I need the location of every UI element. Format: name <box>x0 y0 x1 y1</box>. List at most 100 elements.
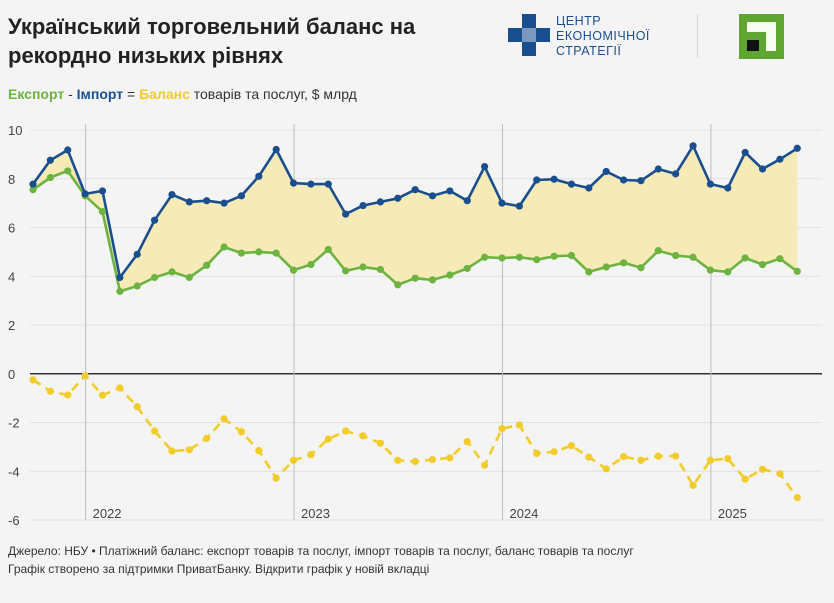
balance-point <box>758 465 767 473</box>
import-point <box>706 180 715 188</box>
balance-point <box>168 447 176 455</box>
ces-logo[interactable]: ЦЕНТР ЕКОНОМІЧНОЇ СТРАТЕГІЇ <box>508 14 688 60</box>
trade-balance-chart: 10 8 6 4 2 0 -2 -4 -6 2022 2023 2024 2025 <box>8 123 822 528</box>
x-tick-label: 2025 <box>718 506 747 521</box>
export-point <box>515 253 523 261</box>
subtitle-units: товарів та послуг, $ млрд <box>189 86 357 102</box>
subtitle-balance: Баланс <box>139 86 190 102</box>
import-point <box>602 167 610 176</box>
export-point <box>307 260 315 269</box>
export-point <box>376 265 384 274</box>
ces-logo-text: ЦЕНТР ЕКОНОМІЧНОЇ СТРАТЕГІЇ <box>556 14 650 59</box>
import-point <box>237 192 246 200</box>
balance-point <box>411 457 419 466</box>
export-point <box>793 267 801 275</box>
export-point <box>220 243 228 251</box>
export-point <box>602 263 610 271</box>
export-point <box>150 273 159 282</box>
import-point <box>585 184 593 192</box>
y-tick-label: 0 <box>8 367 15 382</box>
x-tick-label: 2024 <box>509 506 538 521</box>
import-point <box>758 165 767 173</box>
credit-note[interactable]: Графік створено за підтримки ПриватБанку… <box>8 562 430 576</box>
balance-point <box>185 446 193 454</box>
import-point <box>741 148 749 157</box>
balance-point <box>602 465 610 473</box>
subtitle-import: Імпорт <box>76 86 124 102</box>
balance-point <box>515 421 523 429</box>
export-point <box>619 259 628 267</box>
balance-point <box>150 427 159 435</box>
export-point <box>550 252 558 260</box>
balance-point <box>98 391 107 399</box>
privatbank-logo-icon <box>739 14 784 59</box>
import-point <box>724 184 732 192</box>
balance-point <box>533 449 541 458</box>
balance-point <box>220 415 228 423</box>
privatbank-logo[interactable] <box>739 14 784 59</box>
ces-logo-line: СТРАТЕГІЇ <box>556 44 622 58</box>
balance-point <box>428 455 437 464</box>
y-tick-label: -2 <box>8 416 20 431</box>
balance-point <box>481 461 489 469</box>
import-point <box>567 180 576 188</box>
balance-point <box>272 474 280 482</box>
axis-labels: 10 8 6 4 2 0 -2 -4 -6 2022 2023 2024 2025 <box>8 123 747 528</box>
import-point <box>203 197 211 205</box>
import-point <box>481 162 489 171</box>
export-point <box>98 208 107 216</box>
balance-point <box>289 456 298 464</box>
balance-line <box>32 374 799 499</box>
import-point <box>689 142 697 150</box>
export-point <box>585 268 593 276</box>
import-point <box>463 197 471 205</box>
balance-point <box>46 387 54 395</box>
y-tick-label: -4 <box>8 464 20 479</box>
import-point <box>64 146 72 154</box>
balance-point <box>116 384 124 392</box>
balance-point <box>637 456 645 464</box>
export-point <box>116 287 124 295</box>
source-note: Джерело: НБУ • Платіжний баланс: експорт… <box>8 544 634 558</box>
ces-logo-line: ЕКОНОМІЧНОЇ <box>556 29 650 43</box>
series-points <box>29 142 801 502</box>
import-point <box>672 170 680 178</box>
y-tick-label: 10 <box>8 123 22 138</box>
import-point <box>394 194 402 202</box>
export-point <box>481 253 489 261</box>
export-point <box>741 254 749 262</box>
balance-point <box>776 470 784 478</box>
export-point <box>758 260 767 269</box>
subtitle-export: Експорт <box>8 86 65 102</box>
export-point <box>342 267 350 275</box>
balance-point <box>237 428 246 436</box>
ces-logo-line: ЦЕНТР <box>556 14 602 28</box>
y-tick-label: 4 <box>8 269 15 284</box>
balance-point <box>689 481 697 489</box>
export-point <box>533 256 541 264</box>
export-point <box>64 167 72 175</box>
export-point <box>706 266 715 274</box>
balance-point <box>376 439 384 447</box>
balance-point <box>463 437 471 446</box>
import-point <box>185 198 193 206</box>
import-point <box>324 180 332 188</box>
import-point <box>168 190 176 199</box>
import-point <box>793 144 801 152</box>
export-point <box>255 248 263 256</box>
export-point <box>394 281 402 289</box>
import-point <box>289 179 298 187</box>
balance-point <box>342 427 350 435</box>
balance-point <box>133 403 141 411</box>
balance-point <box>741 475 749 483</box>
export-point <box>776 255 784 263</box>
balance-point <box>394 456 402 464</box>
export-point <box>29 186 37 194</box>
export-point <box>237 249 246 257</box>
balance-point <box>706 456 715 464</box>
import-point <box>428 192 437 200</box>
chart-title: Український торговельний баланс на рекор… <box>8 14 416 68</box>
balance-point <box>550 448 558 456</box>
import-point <box>46 156 54 164</box>
export-point <box>654 247 662 255</box>
